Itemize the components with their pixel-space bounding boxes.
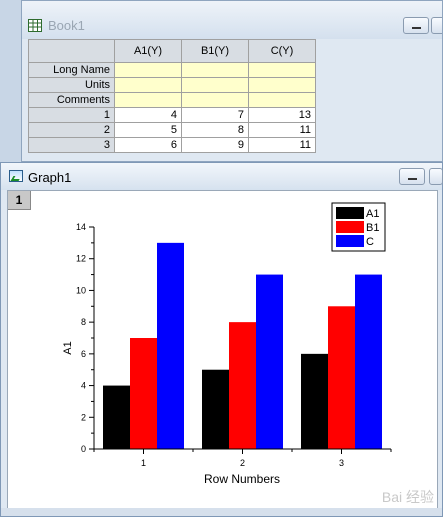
y-ticks: 0 2 4 6 8 10 12 14 bbox=[76, 222, 94, 454]
bar-a1-3[interactable] bbox=[301, 353, 328, 449]
legend[interactable]: A1 B1 C bbox=[331, 202, 386, 252]
graph-title: Graph1 bbox=[28, 170, 72, 185]
cell[interactable] bbox=[181, 77, 249, 93]
cell[interactable]: 7 bbox=[181, 107, 249, 123]
bar-c-1[interactable] bbox=[157, 242, 184, 449]
worksheet-icon bbox=[28, 19, 42, 32]
legend-label-a1: A1 bbox=[366, 208, 379, 220]
cell[interactable] bbox=[248, 77, 316, 93]
legend-swatch-a1 bbox=[336, 207, 364, 219]
x-tick-label: 1 bbox=[141, 458, 146, 468]
worksheet-grid: A1(Y) B1(Y) C(Y) Long Name Units Comment… bbox=[28, 39, 316, 153]
cell[interactable] bbox=[114, 77, 182, 93]
cell[interactable] bbox=[181, 62, 249, 78]
x-tick-label: 2 bbox=[240, 458, 245, 468]
cell[interactable] bbox=[114, 92, 182, 108]
cell[interactable]: 6 bbox=[114, 137, 182, 153]
cell[interactable] bbox=[248, 92, 316, 108]
cell[interactable]: 8 bbox=[181, 122, 249, 138]
book-maximize-button[interactable] bbox=[431, 17, 442, 34]
cell[interactable] bbox=[114, 62, 182, 78]
minimize-icon bbox=[412, 27, 421, 29]
watermark-text: Bai 经验 bbox=[382, 489, 434, 505]
column-header-a1[interactable]: A1(Y) bbox=[114, 39, 182, 63]
cell[interactable]: 5 bbox=[114, 122, 182, 138]
y-tick-label: 4 bbox=[81, 381, 86, 391]
y-tick-label: 12 bbox=[76, 254, 86, 264]
book-minimize-button[interactable] bbox=[403, 17, 429, 34]
y-tick-label: 6 bbox=[81, 349, 86, 359]
cell[interactable]: 9 bbox=[181, 137, 249, 153]
bar-b1-2[interactable] bbox=[229, 322, 256, 449]
graph-window-icon bbox=[9, 170, 23, 182]
x-tick-label: 3 bbox=[339, 458, 344, 468]
cell[interactable]: 13 bbox=[248, 107, 316, 123]
minimize-icon bbox=[408, 178, 417, 180]
row-header-units[interactable]: Units bbox=[28, 77, 115, 93]
legend-label-c: C bbox=[366, 236, 374, 248]
y-tick-label: 2 bbox=[81, 412, 86, 422]
bar-c-3[interactable] bbox=[355, 274, 382, 449]
cell[interactable]: 11 bbox=[248, 137, 316, 153]
graph-maximize-button[interactable] bbox=[429, 168, 443, 185]
cell[interactable] bbox=[181, 92, 249, 108]
y-tick-label: 0 bbox=[81, 444, 86, 454]
bar-b1-3[interactable] bbox=[328, 306, 355, 449]
cell[interactable] bbox=[248, 62, 316, 78]
sheet-corner[interactable] bbox=[28, 39, 115, 63]
row-header[interactable]: 3 bbox=[28, 137, 115, 153]
bar-b1-1[interactable] bbox=[130, 338, 157, 449]
bar-group bbox=[103, 242, 382, 449]
column-header-b1[interactable]: B1(Y) bbox=[181, 39, 249, 63]
book-title: Book1 bbox=[48, 18, 85, 33]
graph-titlebar[interactable]: Graph1 bbox=[1, 163, 443, 190]
legend-swatch-c bbox=[336, 235, 364, 247]
row-header-long-name[interactable]: Long Name bbox=[28, 62, 115, 78]
legend-label-b1: B1 bbox=[366, 222, 379, 234]
bar-a1-2[interactable] bbox=[202, 369, 229, 449]
x-ticks: 1 2 3 bbox=[93, 449, 392, 468]
cell[interactable]: 4 bbox=[114, 107, 182, 123]
cell[interactable]: 11 bbox=[248, 122, 316, 138]
y-axis-label: A1 bbox=[62, 341, 74, 354]
bar-c-2[interactable] bbox=[256, 274, 283, 449]
book-window[interactable]: Book1 A1(Y) B1(Y) C(Y) Long Name Units C… bbox=[21, 0, 443, 162]
bar-a1-1[interactable] bbox=[103, 385, 130, 449]
book-titlebar[interactable]: Book1 bbox=[22, 1, 442, 39]
row-header[interactable]: 2 bbox=[28, 122, 115, 138]
legend-swatch-b1 bbox=[336, 221, 364, 233]
y-tick-label: 14 bbox=[76, 222, 86, 232]
row-header[interactable]: 1 bbox=[28, 107, 115, 123]
y-tick-label: 8 bbox=[81, 317, 86, 327]
graph-minimize-button[interactable] bbox=[399, 168, 425, 185]
layer-badge[interactable]: 1 bbox=[8, 191, 31, 210]
y-tick-label: 10 bbox=[76, 285, 86, 295]
graph-status-strip bbox=[1, 508, 442, 516]
row-header-comments[interactable]: Comments bbox=[28, 92, 115, 108]
x-axis-label: Row Numbers bbox=[204, 472, 280, 486]
column-header-c[interactable]: C(Y) bbox=[248, 39, 316, 63]
